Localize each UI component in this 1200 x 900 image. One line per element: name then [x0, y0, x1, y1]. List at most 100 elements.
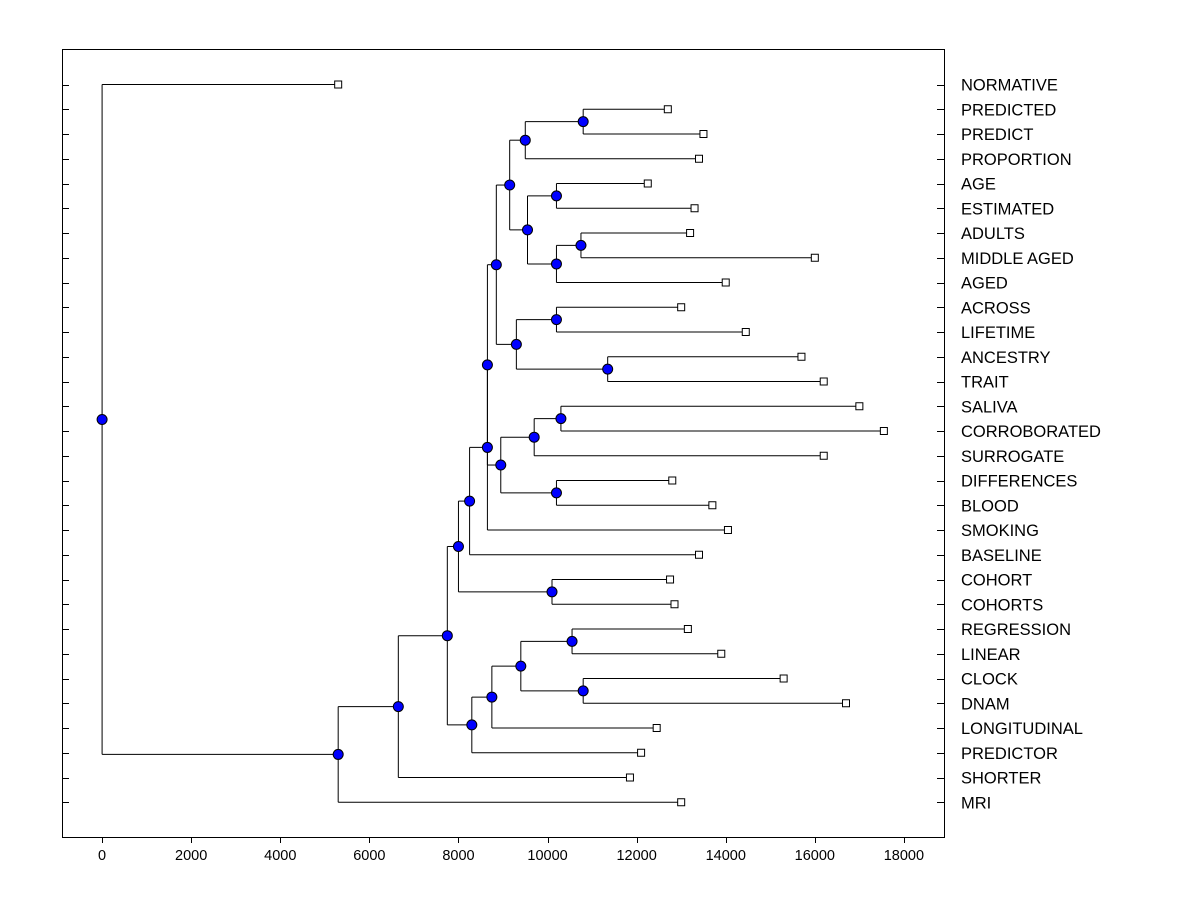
leaf-label: DIFFERENCES	[961, 473, 1077, 491]
merge-node	[392, 701, 404, 713]
leaf-label: SURROGATE	[961, 448, 1064, 466]
leaf-marker	[879, 427, 888, 435]
leaf-label: LINEAR	[961, 646, 1021, 664]
merge-node	[332, 748, 344, 760]
merge-node	[452, 540, 464, 552]
merge-node	[550, 258, 562, 270]
x-tick-label: 14000	[706, 848, 746, 864]
leaf-marker	[334, 80, 343, 89]
merge-node	[522, 224, 533, 236]
leaf-label: DNAM	[961, 695, 1010, 713]
y-axis-ticks	[62, 85, 944, 803]
merge-node	[519, 134, 531, 146]
x-tick-label: 18000	[884, 848, 924, 864]
leaf-marker	[695, 550, 703, 559]
merge-node	[566, 635, 578, 647]
leaf-marker	[683, 625, 692, 633]
leaf-marker	[810, 253, 819, 262]
x-axis: 0 2000 4000 6000 8000 10000 12000 14000 16000 180…	[98, 837, 924, 864]
leaf-marker	[855, 402, 864, 411]
merge-node	[466, 719, 478, 731]
merge-node	[490, 259, 502, 271]
leaf-label: BASELINE	[961, 547, 1042, 565]
leaf-label: SMOKING	[961, 522, 1039, 540]
leaf-label: LONGITUDINAL	[961, 720, 1083, 738]
leaf-label: MRI	[961, 794, 991, 812]
leaf-marker	[652, 724, 661, 732]
leaf-marker	[668, 476, 677, 485]
leaf-label: CORROBORATED	[961, 423, 1101, 441]
leaf-label: BLOOD	[961, 497, 1019, 515]
leaf-label: REGRESSION	[961, 621, 1071, 639]
merge-node	[555, 413, 567, 425]
merge-node	[96, 413, 108, 425]
merge-node	[550, 487, 562, 499]
plot-frame	[62, 49, 945, 838]
leaf-label: AGED	[961, 275, 1008, 293]
merge-nodes	[96, 116, 614, 760]
merge-node	[550, 314, 562, 326]
leaf-marker	[690, 204, 699, 213]
x-tick-label: 8000	[442, 848, 474, 864]
leaf-label: TRAIT	[961, 374, 1009, 392]
leaf-marker	[643, 179, 652, 188]
x-tick-label: 2000	[175, 848, 207, 864]
leaf-marker	[677, 798, 686, 807]
x-tick-label: 4000	[264, 848, 296, 864]
leaf-marker	[723, 526, 732, 534]
leaf-marker	[779, 674, 788, 683]
leaf-label: ANCESTRY	[961, 349, 1051, 367]
leaf-label: LIFETIME	[961, 324, 1035, 342]
leaf-label: PREDICTOR	[961, 745, 1058, 763]
leaf-label: CLOCK	[961, 671, 1018, 689]
leaf-label: PREDICTED	[961, 101, 1056, 119]
merge-node	[550, 190, 562, 202]
merge-node	[481, 441, 493, 453]
leaf-label: PROPORTION	[961, 151, 1072, 169]
leaf-marker	[686, 229, 695, 237]
merge-node	[546, 586, 558, 598]
merge-node	[464, 495, 476, 507]
leaf-marker	[708, 501, 717, 510]
leaf-marker	[677, 303, 686, 312]
leaf-marker	[699, 130, 708, 138]
leaf-label: ACROSS	[961, 299, 1031, 317]
merge-node	[495, 459, 507, 471]
x-tick-label: 6000	[353, 848, 385, 864]
merge-node	[504, 179, 516, 191]
leaf-marker	[670, 600, 679, 609]
merge-node	[577, 116, 589, 128]
merge-node	[441, 630, 453, 642]
leaf-marker	[663, 105, 672, 114]
leaf-marker	[625, 773, 634, 782]
leaf-labels: NORMATIVE PREDICTED PREDICT PROPORTION AGE ES…	[961, 77, 1101, 813]
leaf-marker	[695, 154, 703, 163]
leaf-marker	[721, 278, 730, 287]
leaf-marker	[797, 352, 806, 361]
leaf-label: AGE	[961, 176, 996, 194]
leaf-label: ESTIMATED	[961, 200, 1054, 218]
leaf-markers	[334, 80, 888, 807]
merge-node	[486, 691, 498, 703]
leaf-label: SALIVA	[961, 398, 1018, 416]
x-tick-label: 10000	[527, 848, 567, 864]
leaf-marker	[717, 649, 726, 658]
merge-node	[602, 363, 614, 375]
leaf-marker	[637, 748, 646, 757]
leaf-label: SHORTER	[961, 770, 1041, 788]
merge-node	[515, 660, 527, 672]
x-tick-label: 0	[98, 848, 106, 864]
merge-node	[577, 685, 589, 697]
merge-node	[528, 431, 540, 443]
merge-node	[481, 359, 493, 371]
leaf-marker	[741, 328, 750, 336]
leaf-label: COHORTS	[961, 596, 1043, 614]
leaf-label: MIDDLE AGED	[961, 250, 1074, 268]
leaf-marker	[819, 377, 828, 386]
leaf-label: COHORT	[961, 572, 1032, 590]
leaf-label: ADULTS	[961, 225, 1025, 243]
merge-node	[510, 338, 522, 350]
leaf-label: NORMATIVE	[961, 77, 1058, 95]
x-tick-label: 16000	[795, 848, 835, 864]
